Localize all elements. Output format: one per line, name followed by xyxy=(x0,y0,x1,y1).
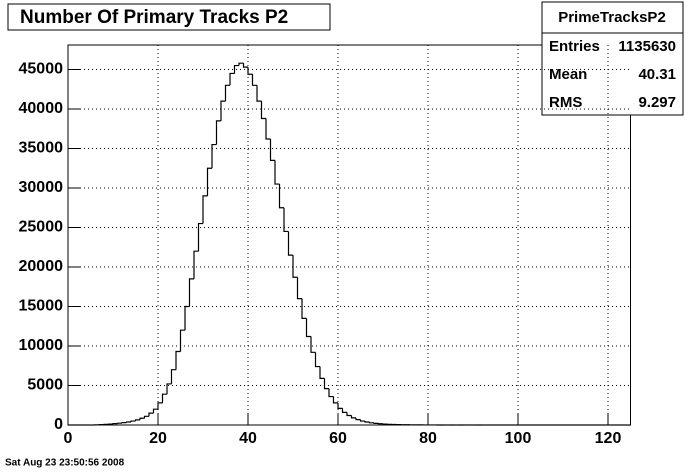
histogram-bin xyxy=(319,366,325,379)
x-tick-label: 80 xyxy=(419,430,437,447)
histogram-bin xyxy=(256,85,262,102)
histogram-bin xyxy=(220,100,226,121)
plot-frame xyxy=(67,44,631,426)
histogram-bin xyxy=(242,63,248,68)
y-tick-label: 5000 xyxy=(27,377,63,394)
histogram-bin xyxy=(274,160,280,185)
x-tick-label: 0 xyxy=(64,430,73,447)
histogram-bin xyxy=(269,139,275,161)
histogram-bin xyxy=(359,419,365,422)
histogram-bin xyxy=(206,167,212,196)
histogram-bin xyxy=(337,402,343,410)
histogram-bin xyxy=(139,417,145,420)
histogram-bin xyxy=(305,318,311,338)
chart-title: Number Of Primary Tracks P2 xyxy=(20,7,288,28)
histogram-bin xyxy=(175,350,181,370)
x-tick-label: 20 xyxy=(149,430,167,447)
histogram-bin xyxy=(373,422,379,424)
histogram-bin xyxy=(211,143,217,169)
histogram-bin xyxy=(170,369,176,384)
y-tick-label: 25000 xyxy=(19,219,64,236)
histogram-bin xyxy=(152,408,158,414)
histogram-bin xyxy=(130,420,136,422)
histogram-bin xyxy=(265,118,271,140)
histogram-bin xyxy=(278,184,284,209)
histogram-bin xyxy=(332,396,338,404)
histogram-bin xyxy=(134,419,140,422)
y-tick-label: 10000 xyxy=(19,337,64,354)
histogram-bin xyxy=(193,250,199,279)
histogram-bin xyxy=(323,378,329,390)
histogram-bin xyxy=(355,417,361,421)
stats-box xyxy=(541,1,684,116)
histogram-bin xyxy=(296,277,302,300)
histogram-bin xyxy=(121,422,127,424)
histogram-bin xyxy=(157,402,163,410)
histogram-bin xyxy=(260,101,266,120)
title-box xyxy=(7,3,331,31)
stats-value: 9.297 xyxy=(638,94,676,111)
histogram-bin xyxy=(283,207,289,233)
histogram-bin xyxy=(346,412,352,417)
histogram-bin xyxy=(292,255,298,278)
histogram-bin xyxy=(314,352,320,368)
histogram-bin xyxy=(310,336,316,353)
histogram-bin xyxy=(215,120,221,145)
stats-value: 1135630 xyxy=(618,38,676,55)
stats-value: 40.31 xyxy=(638,66,676,83)
histogram-bin xyxy=(125,421,131,423)
y-tick-label: 30000 xyxy=(19,179,64,196)
histogram-bin xyxy=(251,74,257,86)
histogram-bin xyxy=(238,62,244,66)
timestamp: Sat Aug 23 23:50:56 2008 xyxy=(5,458,125,469)
histogram-bin xyxy=(179,329,185,352)
histogram-bin xyxy=(188,278,194,307)
histogram-bin xyxy=(301,298,307,319)
stats-label: Entries xyxy=(549,38,600,55)
stats-label: RMS xyxy=(549,94,582,111)
stats-label: Mean xyxy=(549,66,587,83)
histogram-bin xyxy=(202,195,208,224)
histogram-bin xyxy=(184,305,190,331)
y-tick-label: 40000 xyxy=(19,100,64,117)
histogram-bin xyxy=(341,408,347,413)
histogram-bin xyxy=(350,415,356,419)
stats-title: PrimeTracksP2 xyxy=(558,9,666,26)
histogram-bin xyxy=(148,412,154,417)
histogram-bin xyxy=(364,421,370,423)
histogram-bin xyxy=(328,388,334,398)
histogram-bin xyxy=(197,222,203,252)
histogram-bin xyxy=(247,67,253,75)
x-tick-label: 60 xyxy=(329,430,347,447)
histogram-bin xyxy=(224,84,230,102)
y-tick-label: 45000 xyxy=(19,61,64,78)
histogram-bin xyxy=(166,383,172,395)
y-tick-label: 0 xyxy=(54,416,63,433)
histogram-bin xyxy=(287,231,293,256)
histogram-bin xyxy=(233,64,239,74)
histogram-bin xyxy=(229,72,235,86)
histogram-bin xyxy=(161,393,167,403)
x-tick-label: 40 xyxy=(239,430,257,447)
histogram-bin xyxy=(143,415,149,419)
y-tick-label: 20000 xyxy=(19,258,64,275)
x-tick-label: 120 xyxy=(595,430,622,447)
x-tick-label: 100 xyxy=(505,430,532,447)
y-tick-label: 15000 xyxy=(19,298,64,315)
y-tick-label: 35000 xyxy=(19,140,64,157)
histogram-bin xyxy=(368,421,374,424)
